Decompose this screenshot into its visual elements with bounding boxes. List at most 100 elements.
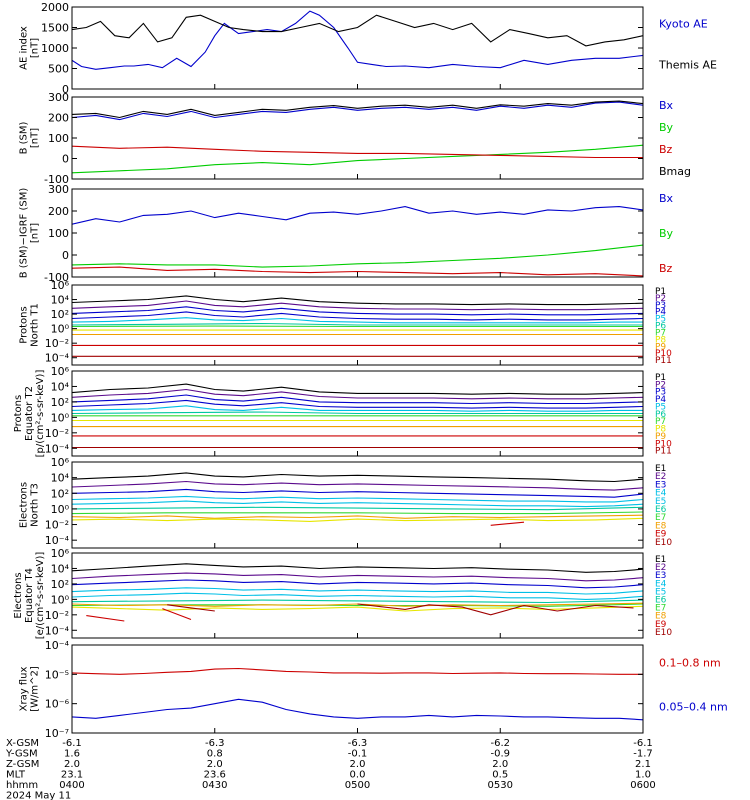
legend-label: P1 xyxy=(655,287,666,297)
y-axis-label: North T3 xyxy=(30,483,41,527)
legend-label: P5 xyxy=(655,402,666,412)
y-tick-label: 10⁻⁵ xyxy=(45,668,69,681)
ephemeris-row-label: MLT xyxy=(6,770,26,781)
legend-label: P2 xyxy=(655,380,666,390)
legend-label: P8 xyxy=(655,425,666,435)
y-axis-label: [nT] xyxy=(30,38,41,58)
date-label: 2024 May 11 xyxy=(6,791,71,800)
y-tick-label: 10² xyxy=(51,308,69,321)
ephemeris-value: 23.6 xyxy=(204,770,226,781)
legend-label: Bz xyxy=(659,262,673,275)
ephemeris-value: -6.3 xyxy=(348,738,368,749)
series-line-7 xyxy=(72,511,643,515)
legend-label: E9 xyxy=(655,620,667,630)
legend-label: E6 xyxy=(655,505,667,515)
y-tick-label: 0 xyxy=(62,153,69,166)
legend-label: P6 xyxy=(655,322,666,332)
legend-label: E9 xyxy=(655,530,667,540)
y-tick-label: 10⁻² xyxy=(45,609,69,622)
series-line-2 xyxy=(72,698,643,721)
series-line-2 xyxy=(72,14,643,47)
panel-5: 10⁻⁴ 10⁻² 10⁰ 10² 10⁴ 10⁶ Protons Equator T2 [p/… xyxy=(13,365,672,457)
series-line-5 xyxy=(72,500,643,508)
y-tick-label: 10⁻⁴ xyxy=(45,442,70,455)
legend-label: P10 xyxy=(655,349,672,359)
series-line-2 xyxy=(72,145,643,159)
ephemeris-row-label: X-GSM xyxy=(6,738,39,749)
legend-label: E5 xyxy=(655,587,666,597)
legend-label: E7 xyxy=(655,513,666,523)
legend-label: Bz xyxy=(659,143,673,156)
y-tick-label: 2000 xyxy=(41,1,69,14)
ephemeris-value: -0.1 xyxy=(348,749,368,760)
series-line-2 xyxy=(72,480,643,491)
ephemeris-row-label: Z-GSM xyxy=(6,759,39,770)
series-line-4 xyxy=(72,587,643,595)
y-tick-label: 10⁻⁷ xyxy=(45,727,69,740)
y-tick-label: 200 xyxy=(48,112,69,125)
legend-label: P11 xyxy=(655,447,672,457)
series-line-6 xyxy=(72,322,643,326)
panel-frame xyxy=(71,6,644,90)
legend-label: Bmag xyxy=(659,165,691,178)
legend-label: E3 xyxy=(655,571,666,581)
ephemeris-value: 0500 xyxy=(345,780,370,791)
panel-3: -100 0 100 200 300 B (SM)−IGRF (SM) [nT] Bx By Bz xyxy=(19,183,674,284)
y-axis-label: B (SM) xyxy=(19,121,30,154)
y-tick-label: 100 xyxy=(48,227,69,240)
y-tick-label: 10⁻⁴ xyxy=(45,639,70,652)
y-tick-label: 300 xyxy=(48,91,69,104)
y-tick-label: 10⁰ xyxy=(51,411,70,424)
y-tick-label: 10² xyxy=(51,487,69,500)
y-tick-label: 10⁻⁴ xyxy=(45,534,70,547)
legend-label: E2 xyxy=(655,563,666,573)
series-line-3 xyxy=(72,266,643,277)
series-line-1 xyxy=(72,563,643,573)
y-axis-label: North T1 xyxy=(30,303,41,347)
y-tick-label: 10⁶ xyxy=(51,365,70,378)
series-line-1 xyxy=(72,295,643,306)
legend-label: P11 xyxy=(655,356,672,366)
series-line-9 xyxy=(72,605,643,612)
legend-label: P1 xyxy=(655,373,666,383)
legend-label: E3 xyxy=(655,480,666,490)
y-tick-label: -100 xyxy=(44,173,69,186)
legend-label: P4 xyxy=(655,395,666,405)
series-line-1 xyxy=(72,144,643,174)
y-axis-label: [p/(cm²-s-sr-keV)] xyxy=(35,370,46,458)
series-line-2 xyxy=(72,388,643,400)
y-tick-label: 0 xyxy=(62,249,69,262)
ephemeris-value: 2.0 xyxy=(64,759,80,770)
ephemeris-value: 0600 xyxy=(630,780,655,791)
legend-label: 0.1–0.8 nm xyxy=(659,657,721,670)
y-tick-label: 10⁴ xyxy=(51,472,70,485)
y-tick-label: 10⁴ xyxy=(51,294,70,307)
series-line-4 xyxy=(72,311,643,321)
legend-label: E4 xyxy=(655,579,667,589)
y-axis-label: B (SM)−IGRF (SM) xyxy=(19,188,30,279)
legend-label: E2 xyxy=(655,472,666,482)
legend-label: By xyxy=(659,227,674,240)
legend-label: Kyoto AE xyxy=(659,17,708,30)
legend-label: P5 xyxy=(655,315,666,325)
legend-label: E1 xyxy=(655,464,666,474)
legend-label: E5 xyxy=(655,497,666,507)
y-tick-label: 10⁰ xyxy=(51,503,70,516)
x-axis-ephemeris: X-GSM -6.1 -6.3 -6.3 -6.2 -6.1 Y-GSM 1.6 0.8 -0.1… xyxy=(5,738,656,800)
y-tick-label: 10² xyxy=(51,578,69,591)
y-tick-label: 10⁰ xyxy=(51,323,70,336)
legend-label: E10 xyxy=(655,538,672,548)
ephemeris-value: -6.3 xyxy=(205,738,225,749)
series-line-6 xyxy=(72,411,643,415)
ephemeris-value: 0400 xyxy=(59,780,84,791)
series-line-4 xyxy=(72,495,643,503)
panel-8: 10⁻⁷ 10⁻⁶ 10⁻⁵ 10⁻⁴ Xray flux [W/m^2] 0.1–0.8 … xyxy=(19,639,728,740)
series-line-3 xyxy=(72,394,643,405)
y-tick-label: 10⁻² xyxy=(45,427,69,440)
series-line-13 xyxy=(357,603,634,616)
series-line-10 xyxy=(86,615,125,622)
legend-label: P10 xyxy=(655,439,672,449)
